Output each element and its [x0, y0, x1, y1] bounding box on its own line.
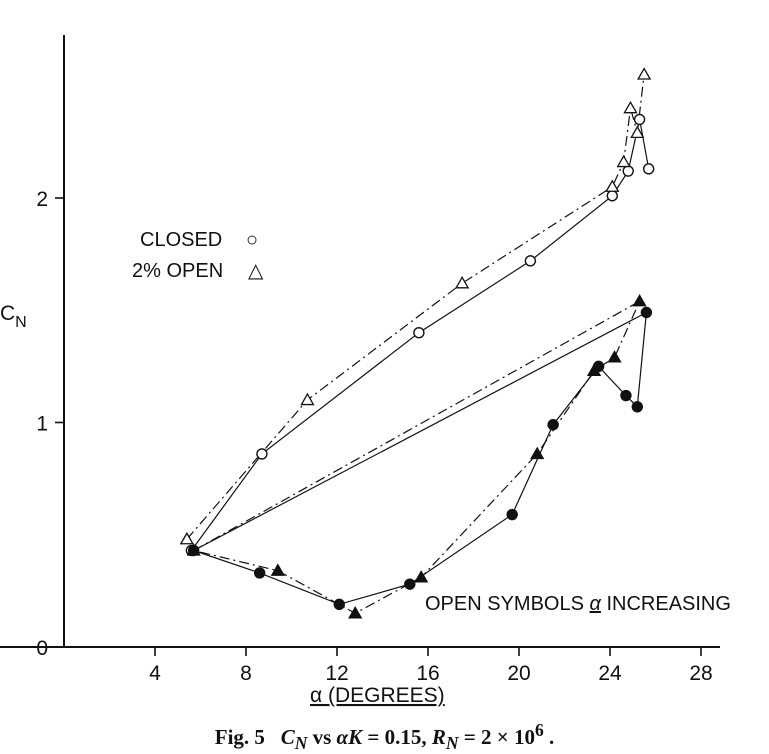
x-tick-label: 12 — [325, 662, 348, 685]
data-point-0-4 — [606, 190, 618, 202]
x-tick-label: 28 — [689, 662, 712, 685]
series-markers — [179, 67, 655, 619]
data-point-2-5 — [547, 419, 559, 431]
data-point-3-3 — [586, 363, 602, 377]
data-point-1-1 — [300, 392, 315, 406]
legend-symbol-closed: ○ — [246, 229, 258, 251]
x-tick-label: 8 — [240, 662, 252, 685]
series-lines — [186, 74, 650, 614]
data-point-1-3 — [605, 179, 620, 192]
data-point-3-4 — [530, 446, 545, 460]
data-point-2-7 — [404, 578, 416, 590]
data-point-0-1 — [256, 448, 268, 460]
data-point-3-0 — [186, 543, 201, 556]
x-tick-label: 20 — [507, 662, 530, 685]
data-point-3-5 — [414, 570, 429, 583]
x-axis-label: α (DEGREES) — [310, 684, 445, 707]
data-point-1-2 — [455, 275, 470, 289]
data-point-0-6 — [633, 113, 646, 126]
data-point-2-2 — [631, 401, 643, 413]
data-point-0-5 — [622, 165, 634, 177]
data-point-1-7 — [637, 67, 652, 80]
y-tick-label: 2 — [36, 188, 48, 211]
data-point-3-7 — [270, 563, 285, 576]
series-line-1 — [186, 74, 645, 540]
x-tick-label: 16 — [416, 662, 439, 685]
data-point-2-9 — [253, 567, 266, 579]
legend-label-open: 2% OPEN — [132, 260, 223, 282]
data-point-1-4 — [616, 154, 631, 168]
data-point-3-1 — [632, 293, 647, 307]
y-tick-label: 0 — [36, 637, 48, 660]
data-point-2-8 — [333, 598, 345, 611]
data-point-3-6 — [348, 606, 363, 619]
legend-label-closed: CLOSED — [140, 229, 222, 251]
data-point-2-1 — [640, 306, 653, 319]
legend: CLOSED ○ 2% OPEN △ — [132, 229, 264, 282]
data-point-0-2 — [413, 327, 425, 339]
x-tick-label: 24 — [598, 662, 622, 685]
annotation: OPEN SYMBOLS α INCREASING — [425, 593, 731, 615]
data-point-1-5 — [623, 100, 638, 114]
data-point-2-6 — [506, 508, 518, 521]
figure-caption: Fig. 5 CN vs αK = 0.15, RN = 2 × 106 . — [214, 720, 555, 754]
data-point-1-6 — [630, 125, 645, 139]
data-point-2-3 — [620, 389, 632, 402]
data-point-1-0 — [179, 531, 194, 545]
data-point-0-3 — [524, 255, 537, 267]
series-line-3 — [193, 299, 641, 614]
y-axis-label: CN — [0, 302, 27, 331]
x-tick-label: 4 — [149, 662, 161, 685]
legend-symbol-open: △ — [248, 260, 264, 282]
y-tick-label: 1 — [36, 413, 48, 436]
data-point-0-7 — [642, 163, 655, 175]
data-point-3-2 — [607, 350, 622, 363]
